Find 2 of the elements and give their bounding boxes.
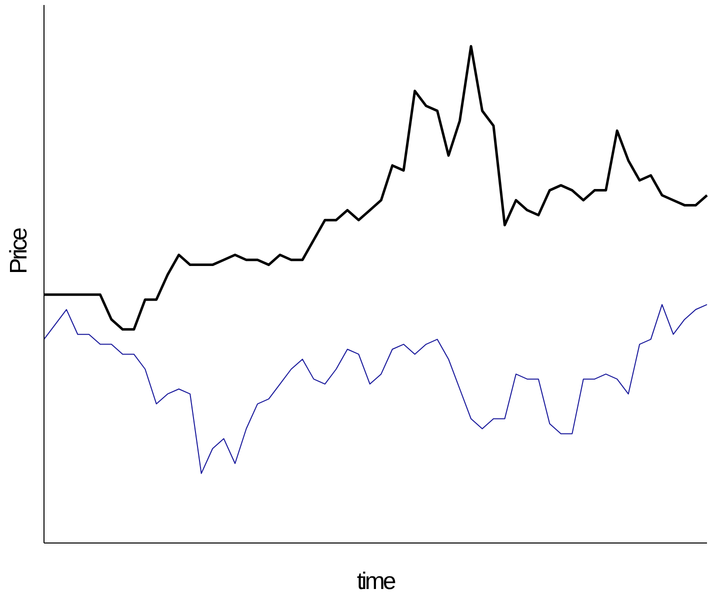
x-axis-title: time	[356, 568, 396, 595]
y-axis-title: Price	[6, 228, 33, 274]
